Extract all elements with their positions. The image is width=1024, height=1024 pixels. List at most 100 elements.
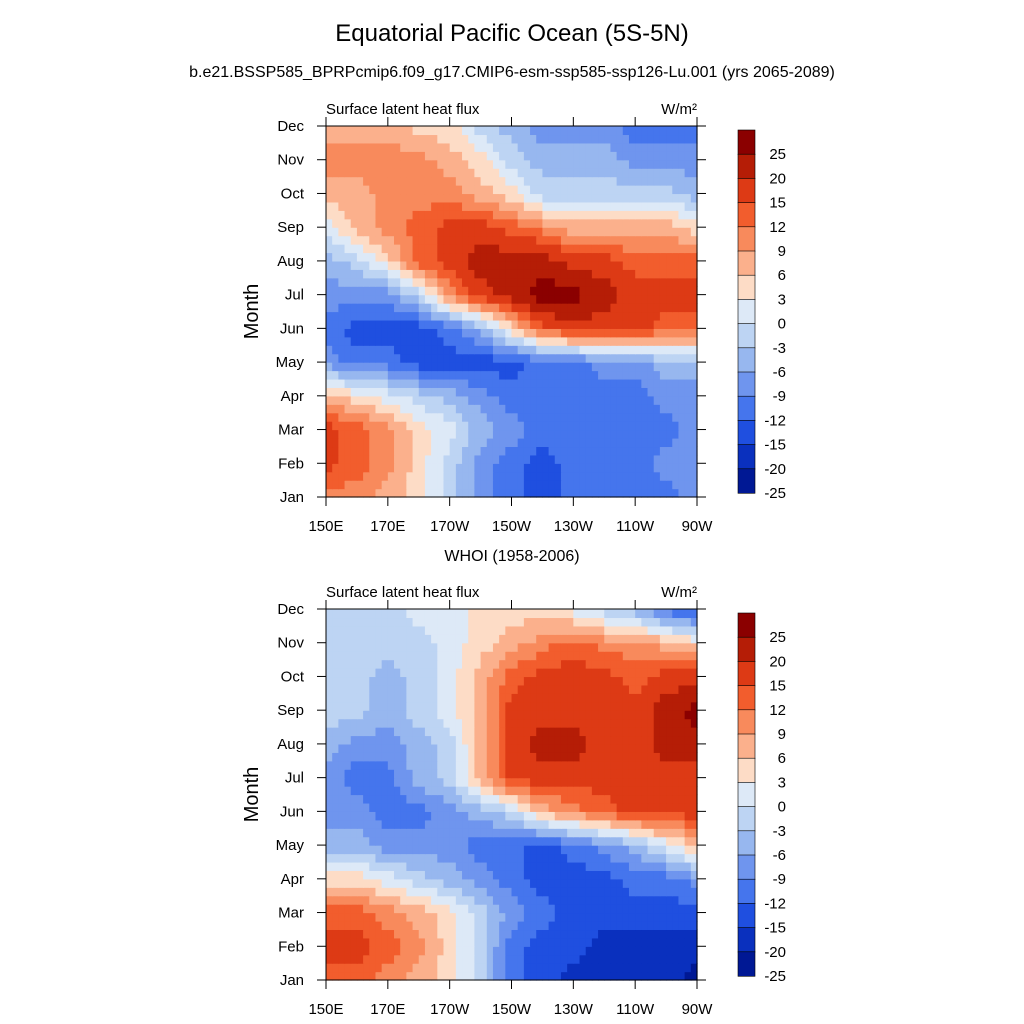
heatmap-cell — [381, 895, 389, 905]
heatmap-cell — [350, 676, 358, 686]
heatmap-cell — [431, 777, 438, 787]
heatmap-cell — [332, 794, 339, 804]
heatmap-cell — [585, 345, 593, 355]
heatmap-cell — [424, 311, 432, 321]
heatmap-cell — [455, 362, 463, 372]
heatmap-cell — [412, 963, 420, 973]
heatmap-cell — [455, 463, 463, 473]
heatmap-cell — [653, 811, 661, 821]
heatmap-cell — [690, 752, 698, 762]
heatmap-cell — [406, 954, 414, 964]
heatmap-cell — [356, 929, 364, 939]
heatmap-cell — [610, 168, 618, 178]
heatmap-cell — [462, 294, 469, 304]
heatmap-cell — [604, 743, 612, 753]
heatmap-cell — [431, 836, 438, 846]
heatmap-cell — [332, 421, 339, 431]
heatmap-cell — [394, 659, 401, 669]
heatmap-cell — [412, 946, 420, 956]
heatmap-cell — [567, 937, 574, 947]
heatmap-cell — [579, 437, 587, 448]
heatmap-cell — [684, 488, 692, 498]
heatmap-cell — [554, 210, 562, 220]
heatmap-cell — [616, 471, 624, 481]
heatmap-cell — [505, 920, 513, 931]
heatmap-cell — [455, 794, 463, 804]
heatmap-cell — [616, 286, 624, 296]
heatmap-cell — [560, 412, 568, 422]
heatmap-cell — [635, 845, 642, 855]
heatmap-cell — [610, 454, 618, 464]
heatmap-cell — [635, 819, 642, 829]
heatmap-cell — [363, 887, 370, 897]
heatmap-cell — [579, 142, 587, 152]
heatmap-cell — [406, 328, 414, 338]
heatmap-cell — [560, 294, 568, 304]
heatmap-cell — [455, 210, 463, 220]
heatmap-cell — [400, 904, 407, 914]
heatmap-cell — [412, 336, 420, 346]
heatmap-cell — [492, 260, 500, 270]
heatmap-cell — [418, 752, 426, 762]
heatmap-cell — [530, 353, 537, 363]
heatmap-cell — [492, 786, 500, 796]
heatmap-cell — [462, 142, 469, 152]
heatmap-cell — [418, 684, 426, 694]
heatmap-cell — [406, 937, 414, 947]
heatmap-cell — [585, 387, 593, 397]
heatmap-cell — [666, 701, 673, 711]
heatmap-cell — [585, 353, 593, 363]
heatmap-cell — [412, 912, 420, 922]
heatmap-cell — [412, 134, 420, 144]
heatmap-cell — [653, 126, 661, 136]
heatmap-cell — [468, 701, 475, 711]
heatmap-cell — [468, 946, 475, 956]
heatmap-cell — [474, 328, 482, 338]
heatmap-cell — [375, 802, 383, 812]
heatmap-cell — [653, 471, 661, 481]
heatmap-cell — [684, 303, 692, 313]
heatmap-cell — [616, 235, 624, 245]
heatmap-cell — [666, 760, 673, 770]
heatmap-cell — [628, 176, 636, 186]
heatmap-cell — [653, 353, 661, 363]
heatmap-cell — [591, 328, 599, 338]
heatmap-cell — [647, 244, 655, 254]
heatmap-cell — [338, 185, 346, 195]
heatmap-cell — [363, 853, 370, 863]
heatmap-cell — [579, 235, 587, 245]
heatmap-cell — [616, 227, 624, 237]
heatmap-cell — [356, 878, 364, 888]
heatmap-cell — [530, 294, 537, 304]
heatmap-cell — [492, 446, 500, 456]
heatmap-cell — [381, 134, 389, 144]
heatmap-cell — [598, 471, 605, 481]
heatmap-cell — [443, 701, 451, 711]
heatmap-cell — [604, 328, 612, 338]
heatmap-cell — [567, 319, 574, 329]
heatmap-cell — [610, 252, 618, 262]
heatmap-cell — [369, 269, 377, 279]
heatmap-cell — [517, 684, 525, 694]
heatmap-cell — [412, 311, 420, 321]
heatmap-cell — [659, 244, 667, 254]
heatmap-cell — [449, 836, 457, 846]
heatmap-cell — [344, 387, 352, 397]
heatmap-cell — [406, 727, 414, 737]
heatmap-cell — [350, 277, 358, 287]
heatmap-cell — [604, 437, 612, 448]
heatmap-cell — [616, 210, 624, 220]
heatmap-cell — [523, 760, 531, 770]
heatmap-cell — [363, 168, 370, 178]
heatmap-cell — [394, 870, 401, 880]
heatmap-cell — [635, 752, 642, 762]
heatmap-cell — [666, 286, 673, 296]
heatmap-cell — [505, 895, 513, 905]
heatmap-cell — [530, 794, 537, 804]
heatmap-cell — [647, 126, 655, 136]
heatmap-cell — [653, 168, 661, 178]
heatmap-cell — [387, 159, 395, 169]
heatmap-cell — [616, 845, 624, 855]
heatmap-cell — [610, 235, 618, 245]
heatmap-cell — [678, 668, 686, 678]
